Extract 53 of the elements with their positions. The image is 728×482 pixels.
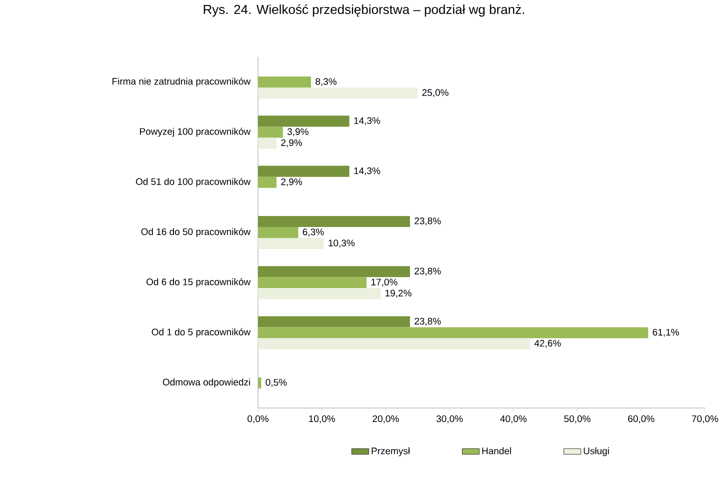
- bar: [258, 288, 381, 300]
- bar: [258, 327, 648, 338]
- x-tick-label: 20,0%: [372, 415, 399, 424]
- bar: [258, 76, 311, 88]
- bar: [258, 126, 283, 138]
- data-label: 42,6%: [534, 340, 561, 348]
- data-label: 25,0%: [422, 89, 448, 98]
- y-tick-label: Firma nie zatrudnia pracowników: [112, 78, 251, 87]
- data-label: 8,3%: [316, 78, 337, 86]
- data-label: 0,5%: [266, 379, 287, 387]
- y-tick-label: Od 1 do 5 pracowników: [152, 328, 251, 338]
- x-tick-label: 60,0%: [628, 415, 654, 424]
- bar: [258, 238, 324, 250]
- bar: [258, 316, 410, 328]
- y-tick-label: Powyzej 100 pracowników: [140, 128, 251, 137]
- bar: [258, 216, 410, 227]
- bar: [258, 166, 350, 177]
- x-tick-label: 10,0%: [309, 415, 335, 424]
- x-tick-label: 70,0%: [692, 415, 718, 424]
- data-label: 14,3%: [354, 167, 380, 176]
- data-label: 6,3%: [302, 228, 324, 236]
- data-label: 23,8%: [414, 268, 441, 276]
- data-label: 2,9%: [281, 139, 302, 148]
- data-label: 2,9%: [281, 178, 302, 186]
- data-label: 10,3%: [328, 240, 355, 248]
- bar: [258, 138, 277, 149]
- x-tick-label: 30,0%: [436, 415, 463, 424]
- data-label: 3,9%: [287, 128, 308, 136]
- data-label: 17,0%: [371, 278, 398, 287]
- y-tick-label: Od 16 do 50 pracowników: [141, 228, 251, 237]
- legend-label: Handel: [482, 447, 511, 454]
- x-tick-label: 40,0%: [500, 415, 527, 424]
- y-tick-label: Od 6 do 15 pracowników: [146, 278, 251, 288]
- bar: [258, 266, 410, 278]
- y-tick-label: Odmowa odpowiedzi: [162, 378, 250, 388]
- chart-title: Rys. 24. Wielkość przedsiębiorstwa – podział wg branż.: [204, 4, 524, 17]
- bar: [258, 116, 350, 127]
- bar: [258, 226, 298, 238]
- bar: [258, 377, 262, 388]
- data-label: 14,3%: [354, 117, 380, 126]
- legend-label: Usługi: [584, 447, 609, 456]
- data-label: 23,8%: [414, 318, 441, 326]
- legend-label: Przemysł: [372, 447, 410, 456]
- data-label: 23,8%: [414, 218, 441, 226]
- data-label: 19,2%: [386, 290, 412, 298]
- bar: [258, 88, 418, 99]
- bar: [258, 277, 367, 288]
- bar: [258, 176, 277, 188]
- bar: [258, 338, 530, 350]
- y-tick-label: Od 51 do 100 pracowników: [136, 178, 251, 187]
- x-tick-label: 50,0%: [564, 415, 590, 424]
- data-label: 61,1%: [652, 328, 679, 337]
- x-tick-label: 0,0%: [248, 415, 268, 424]
